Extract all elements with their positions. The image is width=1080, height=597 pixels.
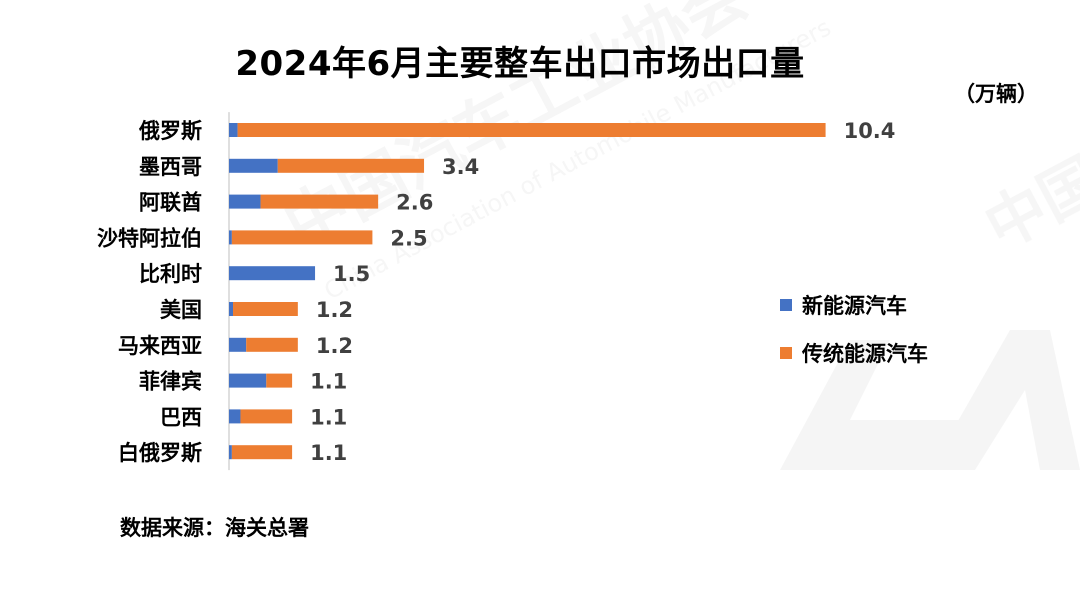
bar-traditional	[246, 337, 298, 352]
bar-traditional	[237, 123, 826, 137]
bar-nev	[229, 409, 241, 424]
legend-label-traditional: 传统能源汽车	[802, 342, 928, 366]
bar-traditional	[240, 409, 293, 424]
bar-traditional	[266, 373, 293, 388]
legend-swatch-nev	[780, 299, 792, 311]
category-label: 菲律宾	[139, 370, 202, 394]
total-value-label: 10.4	[844, 119, 896, 143]
category-label: 巴西	[160, 405, 202, 429]
category-label: 白俄罗斯	[118, 441, 202, 465]
bar-traditional	[231, 445, 293, 460]
category-label: 墨西哥	[139, 155, 202, 179]
legend-item-nev: 新能源汽车	[780, 290, 928, 320]
total-value-label: 1.2	[316, 298, 353, 322]
bar-traditional	[231, 230, 373, 245]
category-label: 美国	[160, 298, 202, 322]
bar-nev	[229, 373, 267, 388]
category-label: 阿联酋	[139, 191, 202, 215]
bar-traditional	[233, 302, 298, 316]
category-label: 马来西亚	[118, 334, 202, 358]
bar-nev	[229, 158, 278, 173]
total-value-label: 3.4	[442, 155, 479, 179]
source-note: 数据来源：海关总署	[120, 516, 309, 540]
category-label: 俄罗斯	[138, 119, 202, 143]
bar-nev	[229, 266, 316, 281]
total-value-label: 1.1	[310, 405, 347, 429]
bar-nev	[229, 230, 232, 245]
legend-item-traditional: 传统能源汽车	[780, 338, 928, 368]
total-value-label: 1.1	[310, 441, 347, 465]
legend: 新能源汽车 传统能源汽车	[780, 290, 928, 386]
total-value-label: 1.1	[310, 370, 347, 394]
unit-label: （万辆）	[954, 82, 1038, 106]
total-value-label: 1.2	[316, 334, 353, 358]
bar-nev	[229, 194, 261, 209]
bar-traditional	[260, 194, 379, 209]
chart-title: 2024年6月主要整车出口市场出口量	[235, 44, 805, 84]
total-value-label: 2.6	[396, 191, 433, 215]
total-value-label: 2.5	[390, 226, 427, 250]
category-label: 沙特阿拉伯	[97, 226, 202, 250]
bar-nev	[229, 337, 247, 352]
legend-label-nev: 新能源汽车	[802, 294, 907, 318]
category-label: 比利时	[139, 262, 202, 286]
bar-nev	[229, 123, 238, 137]
bar-traditional	[277, 158, 425, 173]
bar-nev	[229, 302, 234, 316]
legend-swatch-traditional	[780, 347, 792, 359]
total-value-label: 1.5	[333, 262, 370, 286]
bar-nev	[229, 445, 232, 460]
